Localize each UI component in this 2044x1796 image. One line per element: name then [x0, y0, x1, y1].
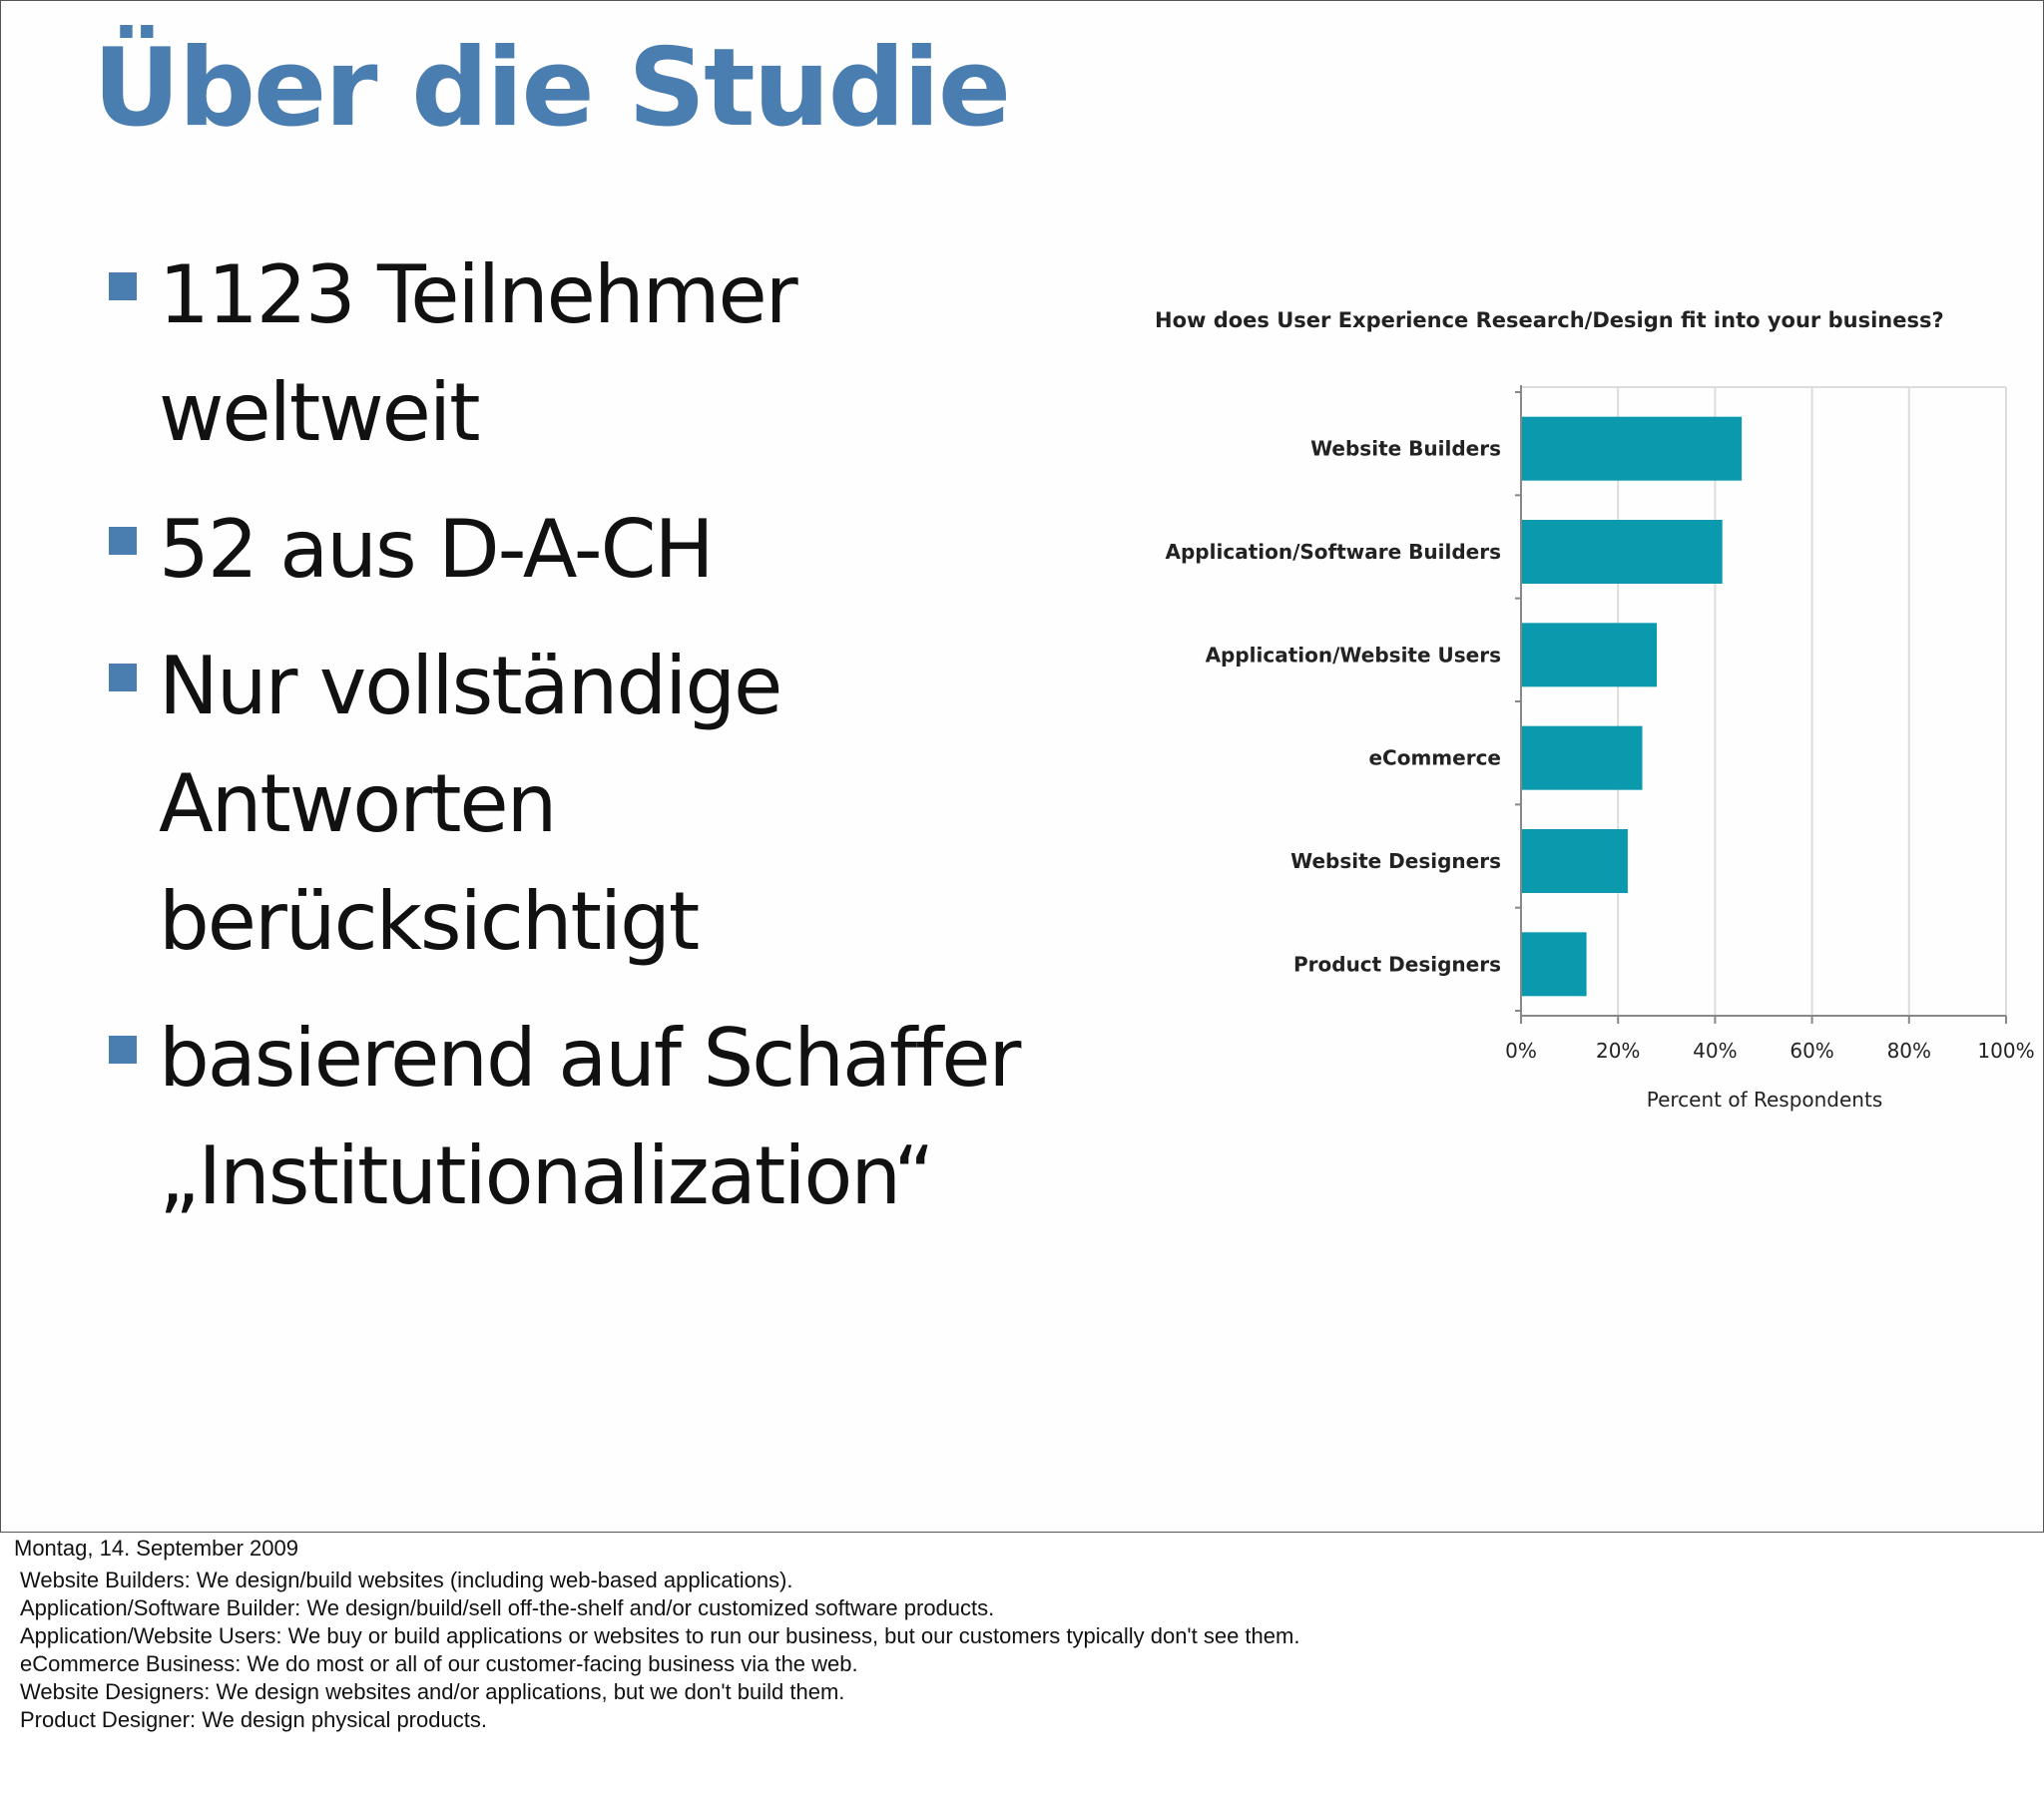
- bar: [1522, 416, 1743, 481]
- x-tick-label: 20%: [1596, 1039, 1640, 1063]
- bullet-item: basierend auf Schaffer „Institutionaliza…: [109, 1000, 1067, 1235]
- square-bullet-icon: [109, 272, 137, 300]
- bar: [1522, 520, 1723, 584]
- category-label: eCommerce: [1368, 746, 1501, 770]
- speaker-notes: Montag, 14. September 2009 Website Build…: [14, 1535, 2010, 1734]
- x-tick-label: 40%: [1693, 1039, 1737, 1063]
- notes-line: Application/Website Users: We buy or bui…: [20, 1623, 1300, 1648]
- square-bullet-icon: [109, 527, 137, 555]
- notes-line: Website Designers: We design websites an…: [20, 1679, 845, 1704]
- notes-date: Montag, 14. September 2009: [14, 1536, 298, 1561]
- x-tick-label: 60%: [1789, 1039, 1833, 1063]
- x-tick-label: 80%: [1887, 1039, 1931, 1063]
- bar-chart: How does User Experience Research/Design…: [1139, 295, 2043, 1123]
- bar: [1522, 725, 1643, 790]
- notes-line: Application/Software Builder: We design/…: [20, 1595, 995, 1620]
- chart-tick-labels: 0% 20% 40% 60% 80% 100%: [1505, 1039, 2034, 1063]
- chart-gridlines: [1521, 386, 2007, 1016]
- chart-axes: [1515, 385, 2007, 1024]
- chart-category-labels: Website Builders Application/Software Bui…: [1166, 437, 1501, 977]
- notes-line: Website Builders: We design/build websit…: [20, 1568, 793, 1592]
- bullet-item: 52 aus D-A-CH: [109, 491, 1067, 609]
- bar-chart-svg: How does User Experience Research/Design…: [1155, 308, 2035, 1112]
- bullet-item: Nur vollständige Antworten berücksichtig…: [109, 628, 1067, 981]
- slide: Über die Studie 1123 Teilnehmer weltweit…: [0, 0, 2044, 1533]
- square-bullet-icon: [109, 664, 137, 691]
- category-label: Application/Software Builders: [1166, 540, 1501, 564]
- slide-title: Über die Studie: [93, 26, 1011, 151]
- bar: [1522, 623, 1658, 687]
- bullet-text: basierend auf Schaffer „Institutionaliza…: [159, 1012, 1021, 1222]
- chart-bars: [1522, 416, 1743, 997]
- notes-line: eCommerce Business: We do most or all of…: [20, 1651, 858, 1676]
- bullet-list: 1123 Teilnehmer weltweit 52 aus D-A-CH N…: [109, 236, 1067, 1254]
- notes-line: Product Designer: We design physical pro…: [20, 1707, 487, 1732]
- x-axis-label: Percent of Respondents: [1647, 1088, 1883, 1112]
- bullet-text: Nur vollständige Antworten berücksichtig…: [159, 640, 782, 968]
- notes-list: Website Builders: We design/build websit…: [14, 1567, 2010, 1734]
- bullet-text: 1123 Teilnehmer weltweit: [159, 248, 798, 459]
- category-label: Product Designers: [1293, 952, 1501, 976]
- category-label: Website Builders: [1310, 437, 1501, 461]
- category-label: Website Designers: [1290, 849, 1501, 873]
- square-bullet-icon: [109, 1036, 137, 1064]
- x-tick-label: 0%: [1505, 1039, 1537, 1063]
- bullet-item: 1123 Teilnehmer weltweit: [109, 236, 1067, 472]
- bar: [1522, 932, 1587, 997]
- bar: [1522, 829, 1628, 893]
- bullet-text: 52 aus D-A-CH: [159, 503, 715, 596]
- x-tick-label: 100%: [1977, 1039, 2034, 1063]
- category-label: Application/Website Users: [1206, 643, 1501, 667]
- chart-title: How does User Experience Research/Design…: [1155, 308, 1944, 332]
